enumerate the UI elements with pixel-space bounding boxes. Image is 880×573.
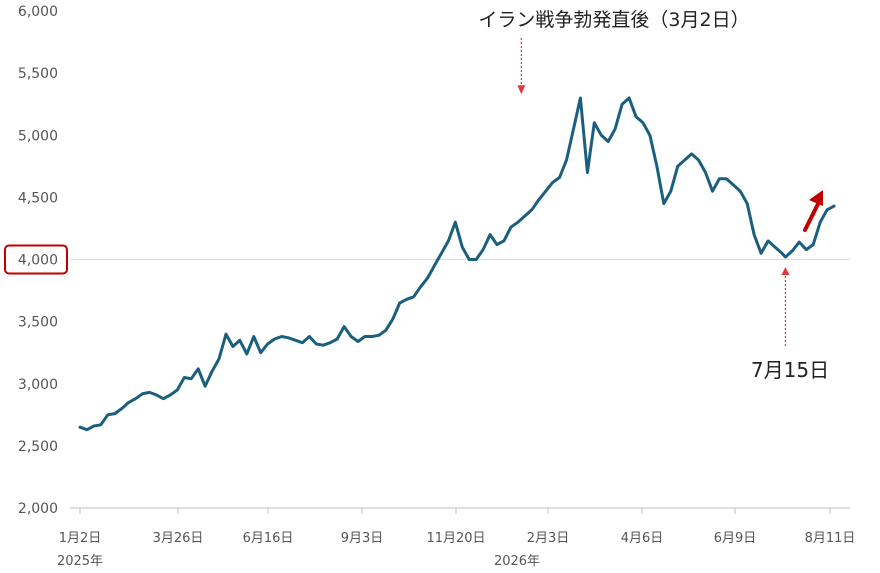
x-tick-label: 6月16日	[243, 531, 294, 546]
trend-up-arrow	[803, 202, 820, 232]
y-tick-label: 6,000	[18, 4, 58, 20]
x-tick-label: 1月2日	[59, 531, 102, 546]
y-tick-label: 5,500	[18, 66, 58, 82]
y-tick-label: 3,000	[18, 377, 58, 393]
annotation-july15-label: 7月15日	[751, 358, 829, 382]
x-tick-label: 2月3日	[527, 531, 570, 546]
y-tick-label: 4,000	[18, 253, 58, 269]
series-line	[78, 96, 836, 432]
x-tick-marks	[79, 508, 831, 514]
y-axis-labels: 2,000 2,500 3,000 3,500 4,000 4,500 5,000 5,500…	[18, 4, 58, 517]
year-label: 2025年	[57, 554, 103, 569]
y-tick-label: 2,500	[18, 439, 58, 455]
annotation-iran-war-arrowhead	[517, 85, 526, 95]
highlighted-tick-box	[4, 244, 68, 275]
y-tick-label: 2,000	[18, 501, 58, 517]
year-labels: 2025年 2026年	[57, 554, 540, 569]
x-axis-labels: 1月2日 3月26日 6月16日 9月3日 11月20日 2月3日 4月6日 6月9日 8月11…	[59, 531, 856, 546]
x-tick-label: 6月9日	[714, 531, 757, 546]
trend-up-arrowhead	[809, 190, 823, 206]
y-tick-label: 5,000	[18, 128, 58, 144]
x-tick-label: 9月3日	[341, 531, 384, 546]
x-tick-label: 4月6日	[621, 531, 664, 546]
annotation-iran-war-label: イラン戦争勃発直後（3月2日）	[478, 9, 749, 31]
x-tick-label: 3月26日	[153, 531, 204, 546]
y-tick-label: 4,500	[18, 190, 58, 206]
x-tick-label: 8月11日	[805, 531, 856, 546]
x-tick-label: 11月20日	[426, 531, 485, 546]
annotation-july15-arrowhead	[781, 267, 790, 276]
year-label: 2026年	[494, 554, 540, 569]
y-tick-label: 3,500	[18, 315, 58, 331]
